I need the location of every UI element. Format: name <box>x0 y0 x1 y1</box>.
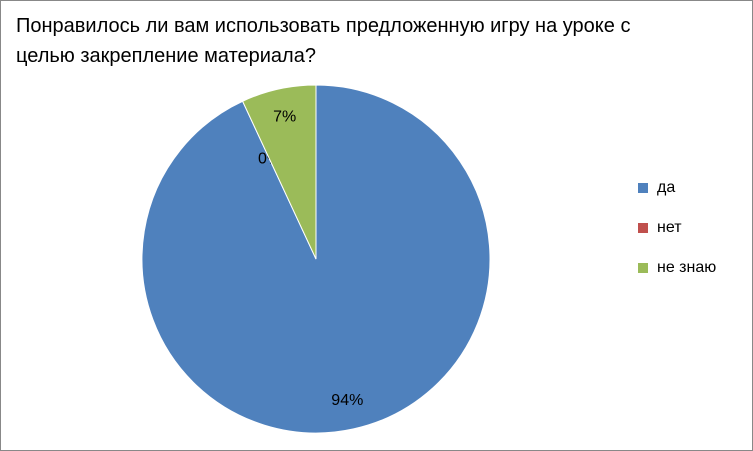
legend-swatch <box>638 263 648 273</box>
chart-title: Понравилось ли вам использовать предложе… <box>16 15 631 67</box>
legend-swatch <box>638 223 648 233</box>
data-label: 7% <box>273 109 296 126</box>
legend-label: да <box>657 179 675 196</box>
legend-label: не знаю <box>657 259 716 276</box>
legend-swatch <box>638 183 648 193</box>
pie-slice <box>241 84 317 260</box>
data-label: 94% <box>331 392 363 409</box>
legend-label: нет <box>657 219 682 236</box>
